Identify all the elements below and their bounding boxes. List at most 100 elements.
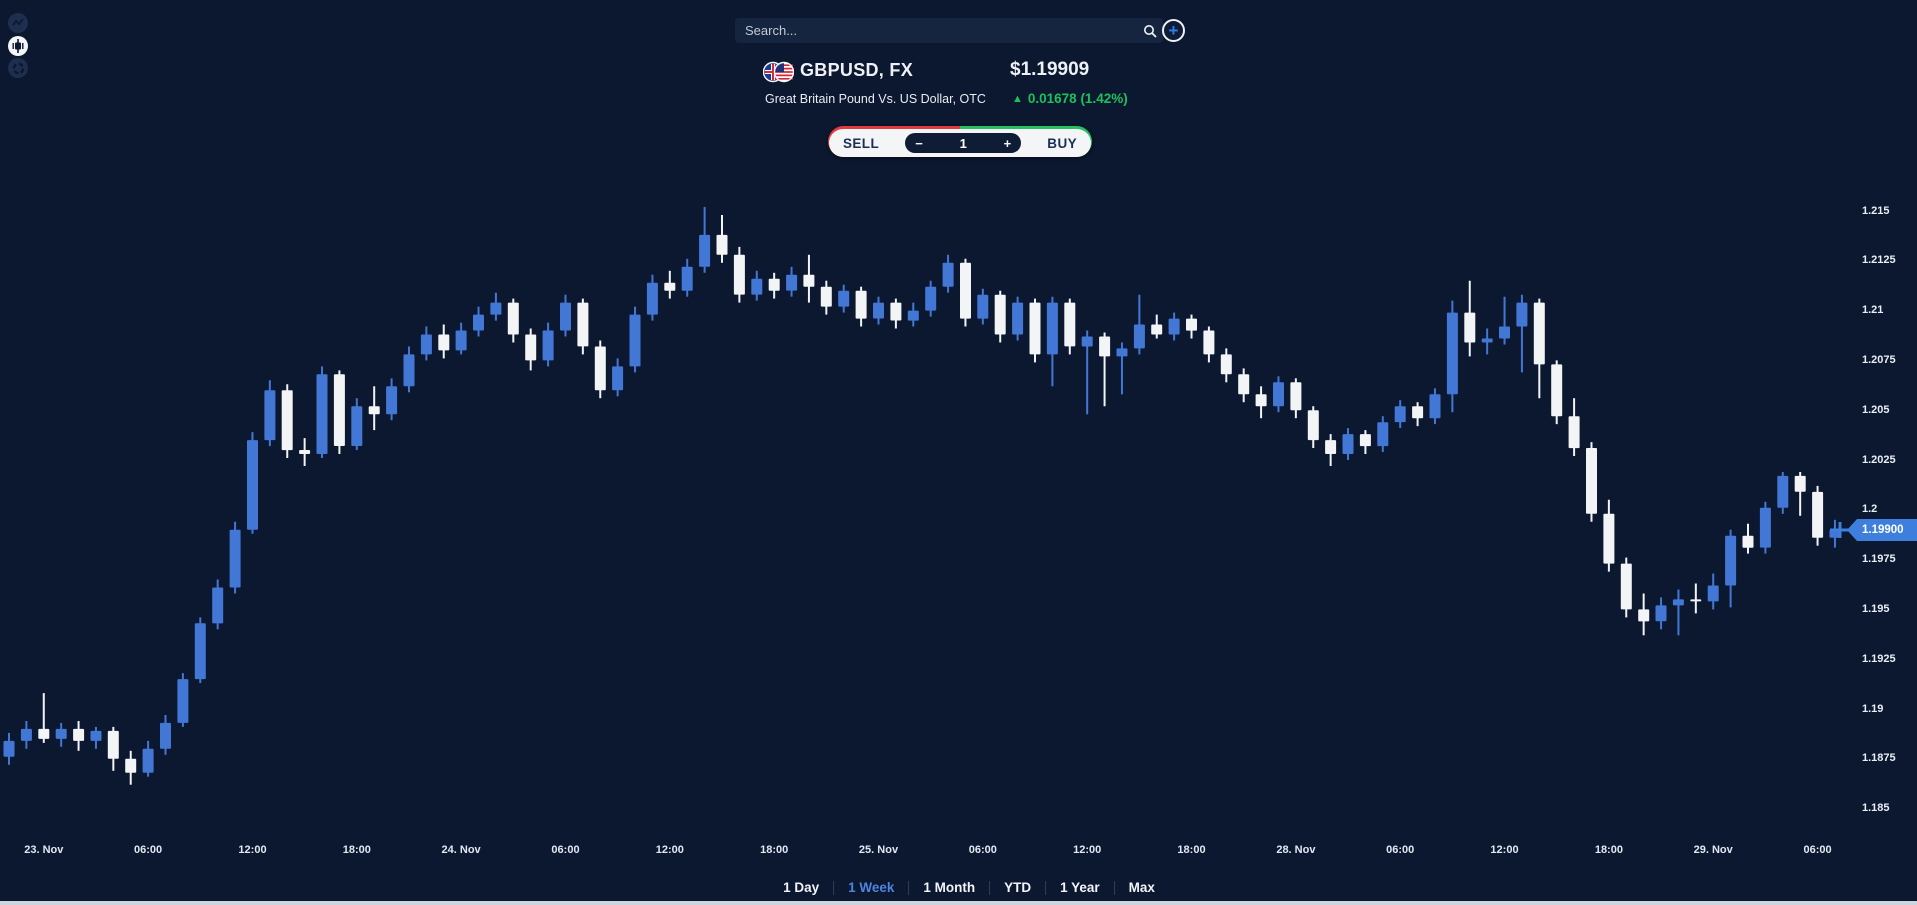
candle xyxy=(1012,296,1024,341)
candle xyxy=(368,386,380,431)
quantity-decrease-button[interactable]: − xyxy=(915,135,923,151)
candle xyxy=(229,521,241,594)
plus-icon: + xyxy=(1168,21,1179,40)
price-axis-label: 1.2125 xyxy=(1862,254,1896,267)
price-axis-label: 1.1925 xyxy=(1862,652,1896,665)
candle xyxy=(1481,328,1493,355)
candle xyxy=(803,254,815,303)
search-input[interactable] xyxy=(735,23,1137,38)
candle xyxy=(1742,523,1754,554)
bottom-strip xyxy=(0,901,1917,905)
price-axis-label: 1.19 xyxy=(1862,702,1884,715)
candle xyxy=(333,370,345,454)
time-axis-label: 28. Nov xyxy=(1276,844,1316,856)
time-axis-label: 12:00 xyxy=(1073,844,1102,856)
candle xyxy=(1081,330,1093,415)
candle xyxy=(716,215,728,263)
search-bar xyxy=(735,18,1163,43)
candle xyxy=(907,302,919,327)
candle xyxy=(507,298,519,343)
candle xyxy=(1290,378,1302,419)
candle xyxy=(1238,368,1250,403)
timeframe-tab-max[interactable]: Max xyxy=(1128,880,1155,895)
candle xyxy=(942,254,954,293)
candle xyxy=(1759,501,1771,554)
candle xyxy=(55,722,67,747)
candle xyxy=(542,322,554,367)
candle xyxy=(1794,472,1806,516)
current-price-tag: 1.19900 xyxy=(1847,519,1917,541)
donut-chart-tool-button[interactable] xyxy=(8,58,28,78)
candle xyxy=(1220,348,1232,383)
candle xyxy=(751,270,763,301)
quantity-value: 1 xyxy=(959,135,967,151)
price-axis-label: 1.185 xyxy=(1862,802,1890,815)
candle xyxy=(525,328,537,371)
candle xyxy=(1099,332,1111,407)
candle xyxy=(1707,573,1719,610)
line-chart-tool-button[interactable] xyxy=(8,13,28,33)
candle xyxy=(1551,360,1563,425)
candle xyxy=(1273,376,1284,413)
instrument-name: Great Britain Pound Vs. US Dollar, OTC xyxy=(765,92,986,106)
candle xyxy=(386,378,398,421)
candle xyxy=(455,322,467,355)
candle xyxy=(1638,593,1650,636)
candle xyxy=(142,740,154,777)
buy-button[interactable]: BUY xyxy=(1047,135,1077,151)
candle xyxy=(490,292,502,321)
time-axis-label: 18:00 xyxy=(1594,844,1623,856)
candlestick-icon xyxy=(12,39,24,53)
divider xyxy=(1113,880,1115,895)
candle xyxy=(1151,314,1163,339)
time-axis-label: 06:00 xyxy=(968,844,997,856)
candle xyxy=(1046,296,1058,387)
candle xyxy=(420,326,432,361)
candle xyxy=(438,324,450,359)
price-change: ▲ 0.01678 (1.42%) xyxy=(1012,91,1128,106)
search-icon[interactable] xyxy=(1137,24,1163,38)
candle xyxy=(1672,589,1684,636)
timeframe-tab-ytd[interactable]: YTD xyxy=(1004,880,1032,895)
last-price-cross-icon xyxy=(1830,522,1850,538)
candlestick-chart-tool-button[interactable] xyxy=(8,36,28,56)
time-axis-label: 18:00 xyxy=(1177,844,1206,856)
candle xyxy=(1586,442,1597,522)
instrument-price: $1.19909 xyxy=(1010,59,1090,80)
time-axis-label: 23. Nov xyxy=(24,844,64,856)
time-axis-label: 12:00 xyxy=(655,844,684,856)
candle xyxy=(890,298,902,329)
quantity-increase-button[interactable]: + xyxy=(1003,135,1012,151)
price-axis-label: 1.2 xyxy=(1862,503,1878,516)
candle xyxy=(20,721,32,749)
timeframe-tab-1-day[interactable]: 1 Day xyxy=(783,880,820,895)
price-axis-label: 1.195 xyxy=(1862,602,1890,615)
timeframe-tab-1-year[interactable]: 1 Year xyxy=(1060,880,1100,895)
candle xyxy=(1499,296,1510,345)
candle xyxy=(994,290,1006,343)
candle xyxy=(1464,280,1476,357)
candle xyxy=(1133,294,1145,355)
time-axis-label: 12:00 xyxy=(238,844,267,856)
candle xyxy=(873,296,884,325)
candle xyxy=(629,306,641,373)
timeframe-tab-1-week[interactable]: 1 Week xyxy=(848,880,895,895)
divider xyxy=(989,880,991,895)
candle xyxy=(1342,428,1354,460)
candle xyxy=(594,340,606,399)
candle xyxy=(299,438,311,466)
candle xyxy=(351,398,363,450)
timeframe-tab-1-month[interactable]: 1 Month xyxy=(923,880,976,895)
candle xyxy=(838,284,850,313)
candle xyxy=(1812,485,1824,546)
candle xyxy=(473,306,484,337)
candle xyxy=(855,286,867,327)
price-axis-label: 1.21 xyxy=(1862,304,1884,317)
candle xyxy=(768,272,780,299)
sell-button[interactable]: SELL xyxy=(843,135,880,151)
candle xyxy=(820,280,832,315)
time-axis-label: 18:00 xyxy=(342,844,371,856)
candle xyxy=(125,750,137,785)
add-instrument-button[interactable]: + xyxy=(1162,19,1185,42)
